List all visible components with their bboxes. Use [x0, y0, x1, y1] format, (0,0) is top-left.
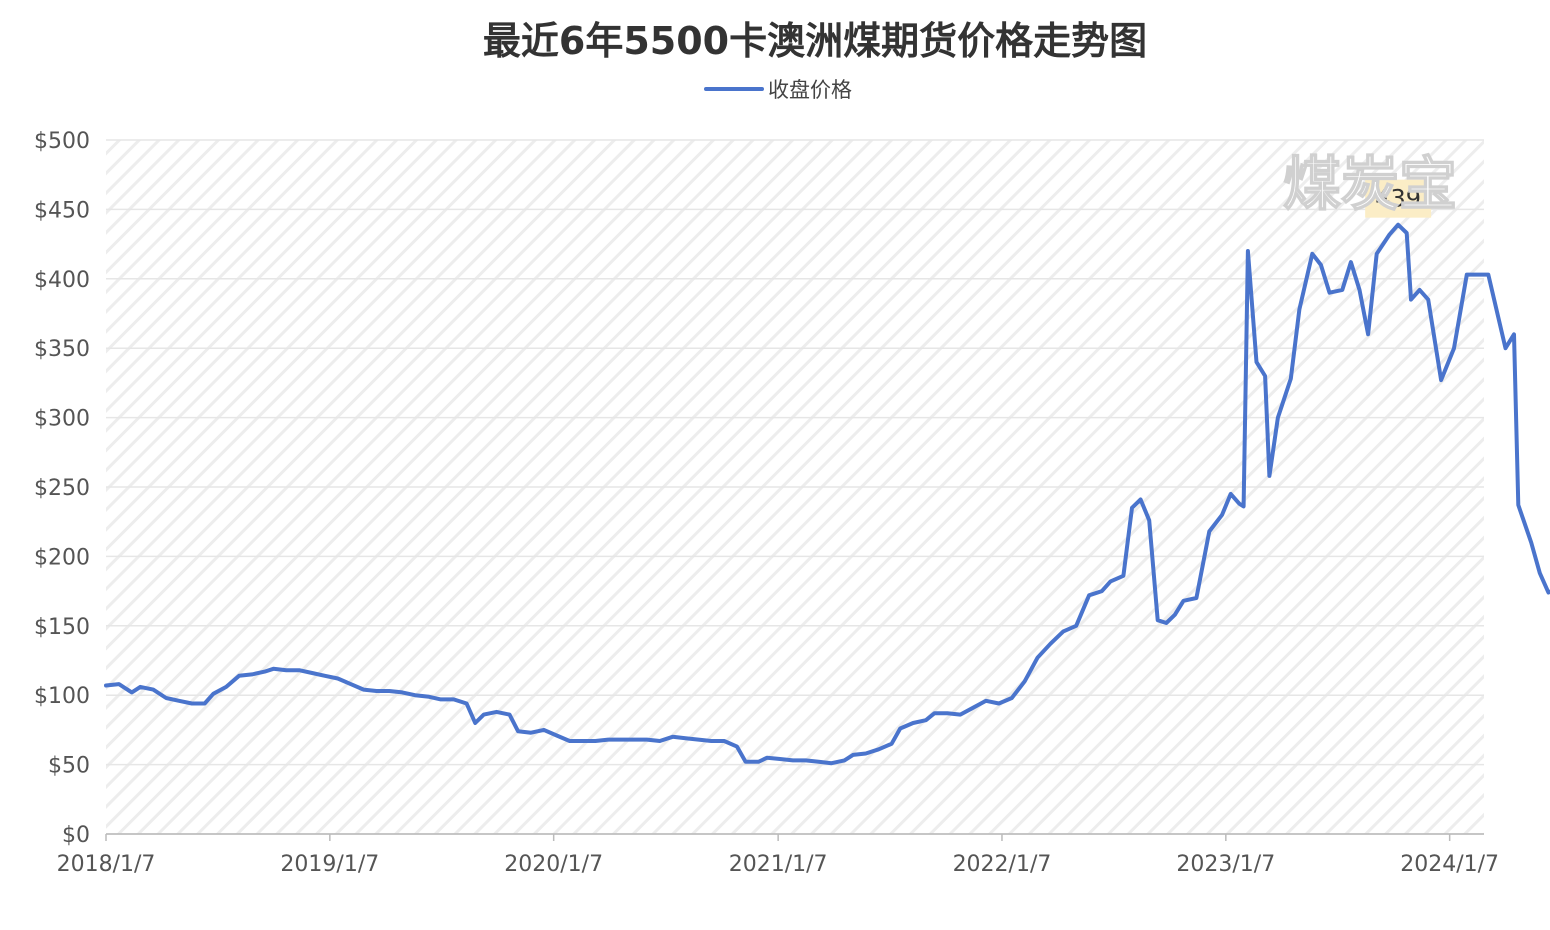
x-axis: 2018/1/7 2019/1/7 2020/1/7 2021/1/7 2022/1/7… [57, 833, 1499, 877]
annotation-box [1365, 179, 1432, 218]
annotations: 439119.25 [1365, 179, 1432, 218]
y-tick-label: $100 [34, 684, 90, 709]
annotation-max: 439 [1365, 179, 1432, 218]
y-tick-label: $350 [34, 337, 90, 362]
y-axis: $0 $50 $100 $150 $200 $250 $300 $350 $400 $450 $50… [34, 129, 90, 848]
legend-label: 收盘价格 [768, 78, 852, 102]
chart-title: 最近6年5500卡澳洲煤期货价格走势图 [483, 19, 1147, 63]
y-tick-label: $300 [34, 407, 90, 432]
y-tick-label: $200 [34, 545, 90, 570]
y-tick-label: $0 [62, 823, 90, 848]
y-tick-label: $400 [34, 268, 90, 293]
y-tick-label: $50 [48, 754, 90, 779]
x-tick-label: 2023/1/7 [1176, 852, 1275, 877]
series-line-close-price [104, 222, 1550, 766]
y-tick-label: $500 [34, 129, 90, 154]
legend[interactable]: 收盘价格 [704, 78, 852, 102]
y-tick-label: $250 [34, 476, 90, 501]
x-tick-label: 2024/1/7 [1400, 852, 1499, 877]
x-tick-label: 2020/1/7 [504, 852, 603, 877]
watermark-logo: 煤炭宝 [1283, 150, 1457, 218]
y-tick-label: $150 [34, 615, 90, 640]
y-tick-label: $450 [34, 198, 90, 223]
x-tick-label: 2021/1/7 [729, 852, 828, 877]
annotation-label: 439 [1375, 185, 1421, 213]
x-tick-label: 2022/1/7 [953, 852, 1052, 877]
plot-area: $0 $50 $100 $150 $200 $250 $300 $350 $400 $450 $50… [34, 129, 1550, 877]
x-tick-label: 2019/1/7 [280, 852, 379, 877]
x-tick-label: 2018/1/7 [57, 852, 156, 877]
